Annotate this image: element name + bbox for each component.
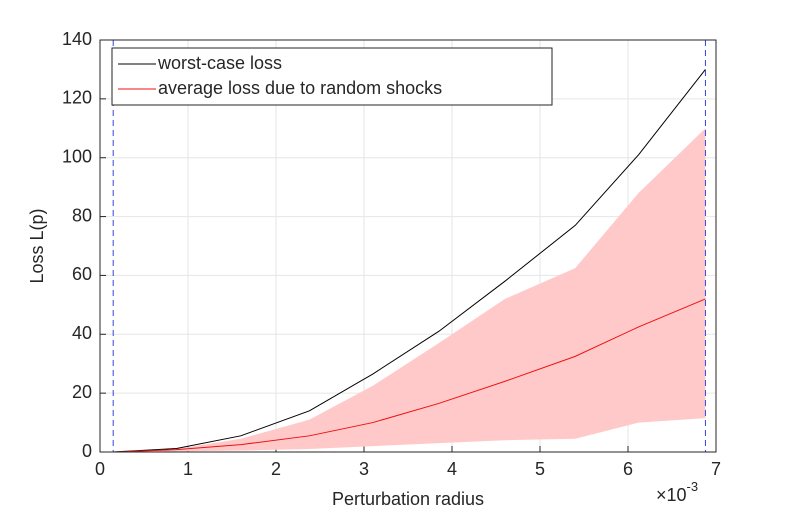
legend-label: worst-case loss [157, 53, 282, 73]
legend-box [111, 47, 553, 106]
y-tick-label: 20 [72, 382, 92, 402]
y-tick-label: 80 [72, 205, 92, 225]
x-tick-label: 6 [623, 459, 633, 479]
legend-label: average loss due to random shocks [158, 78, 442, 98]
x-tick-label: 3 [359, 459, 369, 479]
line [113, 69, 706, 453]
x-multiplier-base: ×10 [656, 485, 687, 505]
line [113, 298, 706, 453]
legend: worst-case loss average loss due to rando… [111, 47, 553, 106]
x-multiplier-exponent: -3 [687, 479, 699, 494]
x-tick-label: 4 [447, 459, 457, 479]
x-tick-label: 2 [271, 459, 281, 479]
band-area [113, 128, 706, 453]
x-axis-label: Perturbation radius [332, 489, 484, 509]
x-tick-label: 7 [711, 459, 721, 479]
x-tick-label: 0 [95, 459, 105, 479]
y-tick-label: 100 [62, 146, 92, 166]
y-tick-label: 60 [72, 264, 92, 284]
y-axis-label: Loss L(p) [27, 208, 47, 283]
plot-frame [99, 39, 717, 453]
x-tick-label: 5 [535, 459, 545, 479]
y-tick-label: 0 [82, 441, 92, 461]
y-tick-label: 40 [72, 323, 92, 343]
y-tick-label: 140 [62, 29, 92, 49]
y-tick-label: 120 [62, 88, 92, 108]
x-tick-label: 1 [183, 459, 193, 479]
x-multiplier: ×10-3 [656, 479, 698, 504]
